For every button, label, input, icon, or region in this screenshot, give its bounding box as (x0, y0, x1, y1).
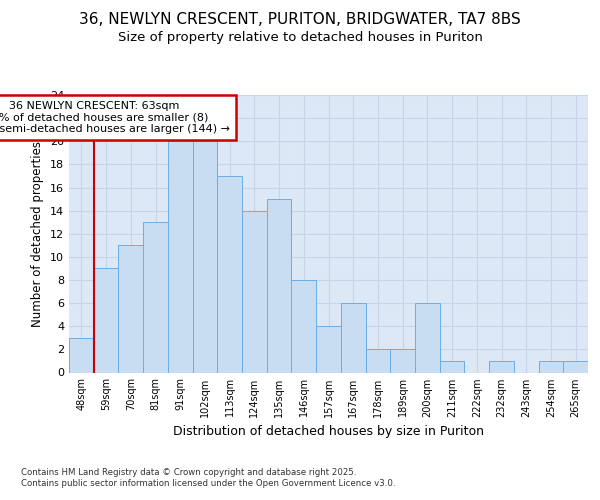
Bar (365, 350, 390, 372)
Bar (193, 141, 217, 372)
Bar (143, 222, 168, 372)
Text: Size of property relative to detached houses in Puriton: Size of property relative to detached ho… (118, 31, 482, 44)
Bar (242, 210, 267, 372)
Bar (440, 361, 464, 372)
Bar (316, 326, 341, 372)
Bar (341, 303, 365, 372)
Bar (217, 176, 242, 372)
Bar (292, 280, 316, 372)
Bar (539, 361, 563, 372)
Bar (168, 141, 193, 372)
Bar (118, 246, 143, 372)
Y-axis label: Number of detached properties: Number of detached properties (31, 141, 44, 327)
Bar (69, 338, 94, 372)
Text: 36, NEWLYN CRESCENT, PURITON, BRIDGWATER, TA7 8BS: 36, NEWLYN CRESCENT, PURITON, BRIDGWATER… (79, 12, 521, 28)
X-axis label: Distribution of detached houses by size in Puriton: Distribution of detached houses by size … (173, 425, 484, 438)
Bar (489, 361, 514, 372)
Text: 36 NEWLYN CRESCENT: 63sqm
← 5% of detached houses are smaller (8)
95% of semi-de: 36 NEWLYN CRESCENT: 63sqm ← 5% of detach… (0, 101, 230, 134)
Bar (563, 361, 588, 372)
Bar (267, 199, 292, 372)
Bar (94, 268, 118, 372)
Text: Contains HM Land Registry data © Crown copyright and database right 2025.
Contai: Contains HM Land Registry data © Crown c… (21, 468, 395, 487)
Bar (390, 350, 415, 372)
Bar (415, 303, 440, 372)
